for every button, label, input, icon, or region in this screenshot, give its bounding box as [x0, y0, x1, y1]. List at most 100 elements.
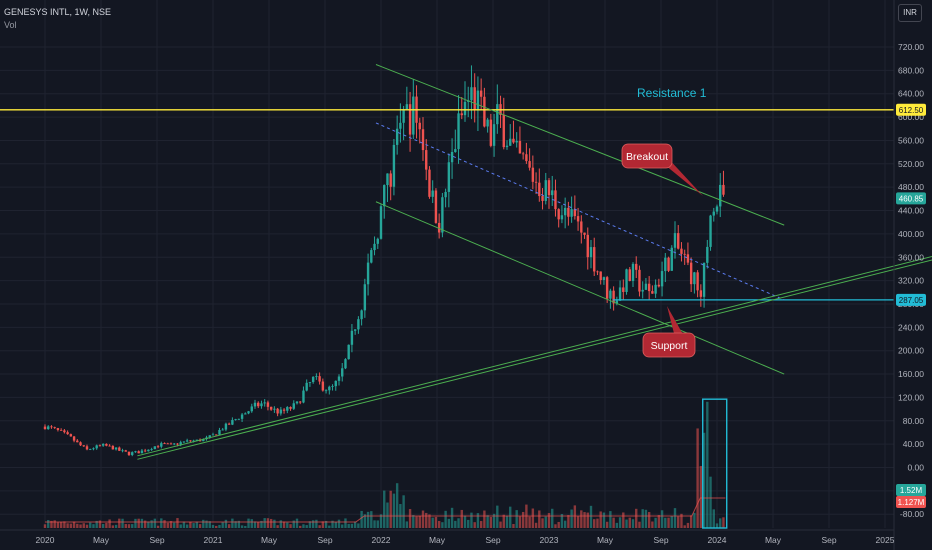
price-tick-label: 120.00: [898, 392, 924, 402]
candle-body: [127, 451, 131, 455]
candle-body: [547, 180, 551, 196]
candle-body: [114, 447, 118, 450]
candle-body: [240, 414, 244, 419]
volume-bar: [402, 495, 405, 528]
candle-body: [143, 450, 147, 452]
candle-body: [79, 442, 82, 446]
candle-body: [689, 262, 693, 285]
price-tag-bg: [896, 496, 926, 508]
candle-body: [660, 271, 664, 287]
candle-body: [237, 418, 241, 420]
candle-body: [140, 450, 144, 454]
volume-bar: [554, 524, 557, 528]
time-tick-label: Sep: [149, 535, 164, 545]
time-tick-label: May: [93, 535, 110, 545]
volume-bar: [576, 516, 580, 528]
volume-bar: [512, 524, 515, 528]
volume-bar: [263, 518, 266, 528]
candle-body: [111, 445, 115, 450]
volume-moving-average: [45, 497, 726, 523]
candle-body: [667, 257, 670, 271]
candle-body: [311, 376, 315, 383]
volume-bar: [415, 516, 418, 528]
candle-body: [121, 450, 124, 452]
volume-bar: [492, 513, 496, 528]
volume-bar: [670, 515, 673, 528]
price-tick-label: 0.00: [907, 463, 924, 473]
candle-body: [202, 439, 205, 442]
candle-body: [347, 344, 350, 360]
currency-button[interactable]: INR: [898, 4, 922, 22]
time-tick-label: 2020: [36, 535, 55, 545]
candle-body: [593, 247, 596, 272]
volume-bar: [702, 432, 706, 528]
price-tick-label: 520.00: [898, 159, 924, 169]
volume-bar: [150, 520, 153, 528]
candle-body: [85, 446, 89, 450]
candle-body: [580, 221, 583, 233]
volume-bar: [680, 513, 683, 528]
candle-body: [664, 257, 667, 272]
volume-bar: [570, 509, 573, 528]
volume-bar: [544, 516, 547, 528]
volume-bar: [412, 515, 415, 528]
volume-bar: [347, 523, 350, 528]
candle-body: [599, 271, 602, 280]
volume-bar: [279, 520, 283, 528]
volume-highlight-box: [702, 398, 728, 529]
candle-body: [337, 376, 341, 381]
volume-bar: [563, 520, 567, 528]
candle-body: [528, 161, 531, 168]
candle-body: [534, 181, 538, 183]
candle-body: [612, 290, 615, 304]
candle-body: [353, 329, 357, 331]
price-tag-text: 1.127M: [898, 498, 925, 507]
candle-body: [386, 173, 389, 186]
candle-body: [505, 145, 509, 148]
time-tick-label: 2025: [876, 535, 895, 545]
candle-body: [412, 96, 415, 135]
candle-body: [479, 90, 483, 97]
volume-bar: [247, 518, 250, 528]
candle-body: [253, 402, 257, 407]
candle-body: [450, 151, 454, 163]
volume-bar: [218, 524, 221, 528]
candle-body: [134, 451, 137, 453]
candle-body: [683, 253, 686, 255]
candle-body: [211, 434, 215, 436]
volume-bar: [253, 521, 257, 528]
volume-bar: [131, 524, 134, 528]
volume-bar: [360, 510, 363, 528]
price-tick-label: 560.00: [898, 135, 924, 145]
volume-bar: [392, 493, 396, 528]
candle-body: [370, 250, 373, 263]
volume-bar: [376, 520, 379, 528]
channel-upper-line: [375, 64, 785, 226]
time-tick-label: May: [429, 535, 446, 545]
volume-bar: [667, 517, 670, 528]
candle-body: [421, 129, 425, 151]
breakout-callout: Breakout: [621, 143, 703, 196]
candle-body: [101, 443, 105, 446]
volume-bar: [237, 520, 241, 528]
candle-body: [234, 419, 237, 421]
volume-bar: [644, 509, 648, 528]
volume-bar: [324, 520, 328, 528]
volume-bar: [47, 519, 50, 528]
callout-text: Support: [651, 340, 688, 352]
volume-bar: [341, 524, 344, 528]
candle-body: [631, 263, 635, 281]
volume-bar: [408, 509, 412, 528]
volume-bar: [470, 512, 473, 528]
price-tag-text: 612.50: [899, 106, 924, 115]
candle-body: [715, 206, 719, 212]
candle-body: [567, 207, 570, 217]
volume-bar: [92, 524, 95, 528]
volume-bar: [463, 515, 467, 528]
volume-bar: [719, 518, 722, 528]
candle-body: [231, 420, 234, 425]
price-tick-label: 360.00: [898, 252, 924, 262]
volume-bar: [583, 512, 586, 528]
volume-bar: [192, 523, 195, 528]
